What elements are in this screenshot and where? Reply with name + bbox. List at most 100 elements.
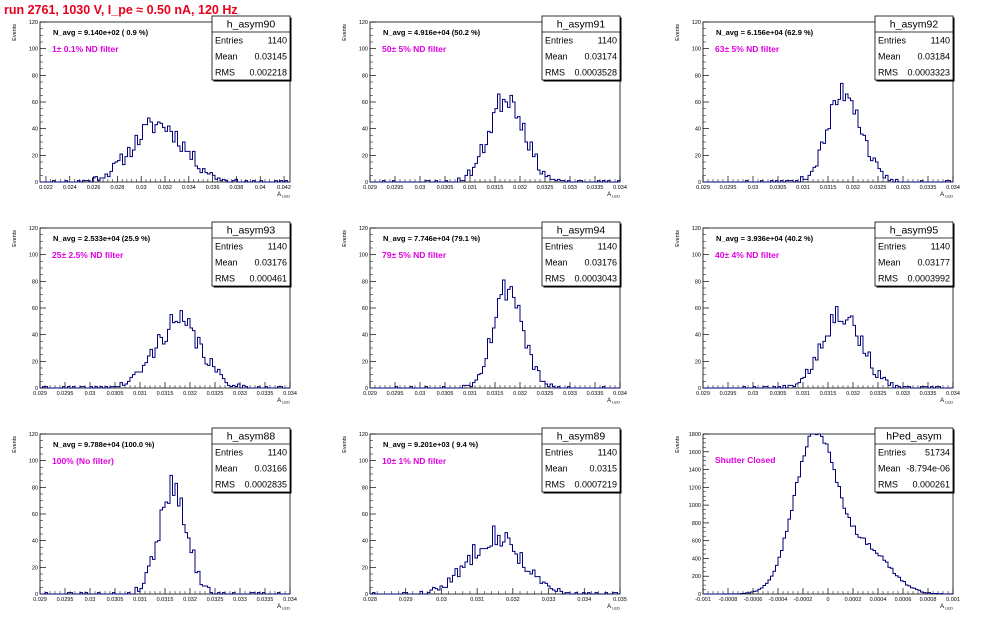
run-title: run 2761, 1030 V, I_pe ≈ 0.50 nA, 120 Hz (4, 3, 238, 17)
histogram-series (40, 117, 290, 183)
y-tick-label: 20 (362, 153, 368, 159)
stats-label: Mean (215, 464, 238, 474)
histogram-series (370, 525, 620, 595)
x-axis-label: A LED (277, 192, 290, 199)
x-tick-label: 0.029 (33, 597, 47, 603)
x-tick-label: -0.001 (695, 597, 711, 603)
y-tick-label: 40 (32, 127, 38, 133)
histogram-panel-h_asym94: 0 20 40 60 80 100 120 0.029 0.0295 0.03 0.0305 0.03… (342, 221, 627, 405)
x-tick-label: 0.031 (470, 597, 484, 603)
x-tick-label: 0.042 (277, 185, 291, 191)
x-tick-label: 0.03 (85, 597, 96, 603)
x-axis-label: A LED (607, 192, 620, 199)
stats-label: Mean (215, 52, 238, 62)
n-avg-label: N_avg = 3.936e+04 (40.2 %) (716, 234, 814, 243)
x-tick-label: 0.033 (896, 391, 910, 397)
stats-value: 0.0315 (589, 464, 617, 474)
x-tick-label: 0.029 (696, 391, 710, 397)
x-tick-label: 0.032 (513, 185, 527, 191)
histogram-series (703, 82, 953, 183)
y-tick-label: 20 (362, 359, 368, 365)
histogram-name: h_asym95 (890, 225, 939, 237)
x-tick-label: -0.0008 (719, 597, 738, 603)
histogram-name: h_asym91 (557, 19, 606, 31)
x-tick-label: 0.0305 (437, 185, 454, 191)
stats-value: 0.0003992 (907, 274, 950, 284)
stats-label: Mean (545, 52, 568, 62)
x-tick-label: 0.031 (133, 597, 147, 603)
y-axis-label: Events (12, 230, 18, 247)
y-tick-label: 120 (359, 432, 368, 438)
histogram-panel-h_asym88: 0 20 40 60 80 100 120 0.029 0.0295 0.03 0.0305 0.03… (12, 427, 297, 611)
filter-label: Shutter Closed (715, 455, 775, 465)
x-tick-label: 0.031 (463, 391, 477, 397)
x-tick-label: 0.036 (206, 185, 220, 191)
filter-label: 100% (No filter) (52, 456, 114, 466)
y-tick-label: 1200 (689, 485, 701, 491)
n-avg-label: N_avg = 7.746e+04 (79.1 %) (383, 234, 481, 243)
x-tick-label: 0.0315 (487, 185, 504, 191)
stats-label: Mean (878, 464, 901, 474)
filter-label: 63± 5% ND filter (715, 44, 780, 54)
histogram-series (703, 433, 954, 595)
stats-label: Mean (878, 258, 901, 268)
x-tick-label: 0.034 (613, 185, 627, 191)
x-tick-label: 0.0305 (107, 391, 124, 397)
y-tick-label: 40 (362, 333, 368, 339)
stats-value: 1140 (598, 36, 617, 46)
x-tick-label: 0.031 (796, 391, 810, 397)
y-tick-label: 20 (32, 359, 38, 365)
x-tick-label: 0.022 (39, 185, 53, 191)
x-tick-label: 0.034 (613, 391, 627, 397)
x-tick-label: 0.0295 (387, 391, 404, 397)
stats-box (541, 427, 621, 493)
y-tick-label: 100 (29, 459, 38, 465)
x-axis-label: A LED (607, 604, 620, 611)
y-tick-label: 60 (32, 306, 38, 312)
n-avg-label: N_avg = 9.788e+04 (100.0 %) (53, 440, 155, 449)
stats-label: RMS (215, 480, 235, 490)
x-tick-label: 0.0295 (387, 185, 404, 191)
x-tick-label: 0.0325 (207, 597, 224, 603)
histogram-series (703, 306, 953, 389)
histogram-panel-hPed_asym: 0 200 400 600 800 1000 1200 1400 1600 1800 -0.001 -… (675, 427, 960, 611)
x-tick-label: 0.034 (946, 391, 960, 397)
stats-label: RMS (545, 68, 565, 78)
y-tick-label: 80 (695, 73, 701, 79)
histogram-panel-h_asym93: 0 20 40 60 80 100 120 0.029 0.0295 0.03 0.0305 0.03… (12, 221, 297, 405)
y-axis-label: Events (342, 230, 348, 247)
y-axis-label: Events (12, 24, 18, 41)
y-axis-label: Events (12, 436, 18, 453)
x-tick-label: 0.029 (696, 185, 710, 191)
y-tick-label: 20 (362, 565, 368, 571)
histogram-name: h_asym89 (557, 431, 606, 443)
x-tick-label: 0.029 (33, 391, 47, 397)
y-tick-label: 40 (32, 333, 38, 339)
y-tick-label: 120 (359, 20, 368, 26)
n-avg-label: N_avg = 2.533e+04 (25.9 %) (53, 234, 151, 243)
y-tick-label: 100 (359, 459, 368, 465)
y-axis-label: Events (342, 24, 348, 41)
x-axis-label: A LED (940, 604, 953, 611)
stats-label: RMS (878, 68, 898, 78)
x-tick-label: 0.0004 (870, 597, 887, 603)
stats-value: 0.000261 (912, 480, 950, 490)
x-axis-label: A LED (940, 192, 953, 199)
y-tick-label: 100 (359, 253, 368, 259)
stats-label: Mean (215, 258, 238, 268)
stats-label: Entries (215, 36, 244, 46)
stats-value: 0.03177 (917, 258, 950, 268)
x-tick-label: 0.0295 (57, 597, 74, 603)
x-tick-label: 0.029 (363, 391, 377, 397)
stats-value: 1140 (268, 448, 287, 458)
y-tick-label: 60 (362, 100, 368, 106)
x-tick-label: 0.0315 (487, 391, 504, 397)
x-tick-label: 0.024 (63, 185, 77, 191)
y-tick-label: 80 (362, 73, 368, 79)
x-tick-label: 0.0315 (157, 597, 174, 603)
x-tick-label: 0.001 (946, 597, 960, 603)
filter-label: 40± 4% ND filter (715, 250, 780, 260)
x-tick-label: 0.032 (183, 391, 197, 397)
x-tick-label: 0.032 (158, 185, 172, 191)
y-tick-label: 1600 (689, 450, 701, 456)
